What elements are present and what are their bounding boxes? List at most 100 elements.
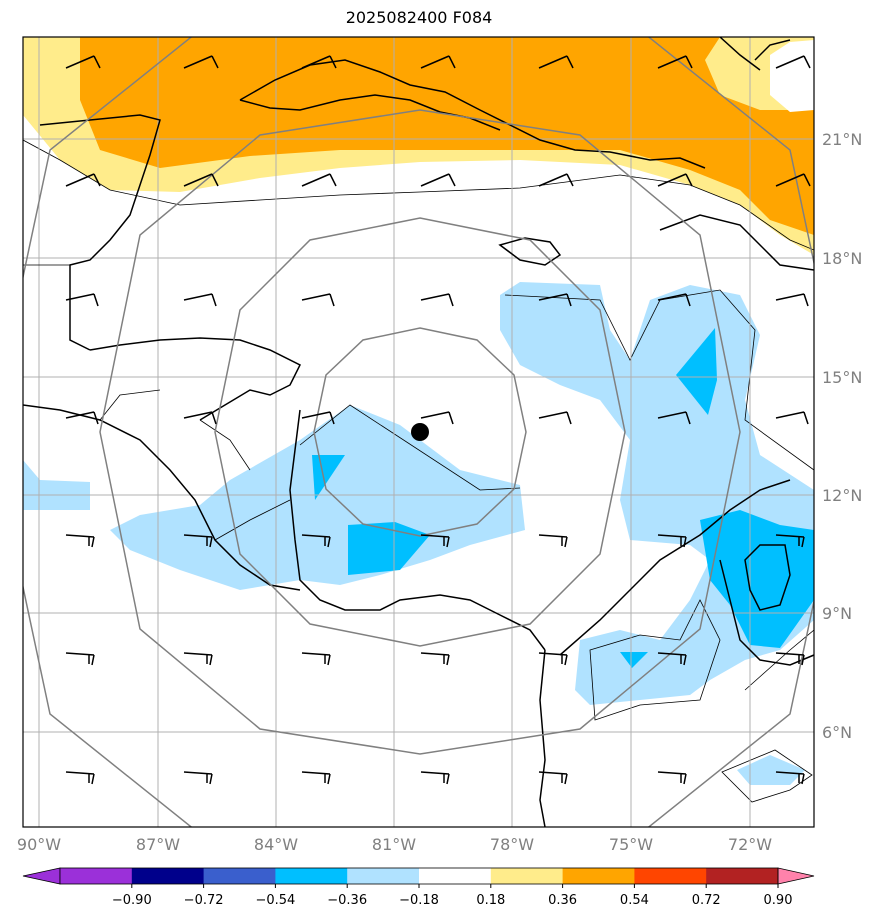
colorbar-tick-label: −0.36 xyxy=(327,893,367,908)
lon-label: 72°W xyxy=(728,835,772,854)
hispaniola-coast xyxy=(659,214,814,271)
lon-label: 87°W xyxy=(136,835,180,854)
white-hole-ne xyxy=(770,40,814,112)
wind-barb xyxy=(775,293,809,307)
wind-barb xyxy=(65,771,95,785)
lat-label: 18°N xyxy=(822,249,862,268)
wind-barb xyxy=(183,534,213,548)
wind-barb xyxy=(65,411,99,425)
colorbar-tick-label: −0.18 xyxy=(399,893,439,908)
wind-barb xyxy=(775,771,805,785)
light-blue-region-se xyxy=(737,755,805,785)
wind-barb xyxy=(657,652,687,666)
wind-barb xyxy=(538,55,574,69)
wind-barb xyxy=(420,411,454,425)
colorbar-segment xyxy=(562,868,635,884)
colorbar-tick-label: −0.72 xyxy=(184,893,224,908)
wind-barb xyxy=(657,173,693,187)
maracaibo-coast xyxy=(744,544,791,611)
wind-barb xyxy=(420,534,450,548)
colombia-coast xyxy=(539,479,791,827)
wind-barb xyxy=(538,652,568,666)
venezuela-coast xyxy=(719,559,814,666)
light-blue-region-central xyxy=(110,405,525,590)
yucatan-coast xyxy=(39,114,161,351)
florida-bahamas xyxy=(719,37,791,71)
range-ring-4 xyxy=(23,37,814,827)
jamaica-coast xyxy=(498,237,562,266)
wind-barb xyxy=(538,771,568,785)
lat-label: 9°N xyxy=(822,604,852,623)
shaded-field-positive xyxy=(23,37,814,255)
wind-barb xyxy=(183,173,219,187)
wind-barb xyxy=(775,173,811,187)
lat-label: 21°N xyxy=(822,130,862,149)
range-rings xyxy=(23,37,814,827)
wind-barbs xyxy=(65,55,811,785)
gridlines xyxy=(23,37,814,827)
lon-label: 90°W xyxy=(17,835,61,854)
wind-barb xyxy=(183,55,219,69)
blue-region-5 xyxy=(620,652,648,668)
colorbar-tick-label: −0.54 xyxy=(255,893,295,908)
wind-barb xyxy=(538,534,568,548)
wind-barb xyxy=(65,55,101,69)
lon-label: 75°W xyxy=(609,835,653,854)
wind-barb xyxy=(65,293,99,307)
wind-barb xyxy=(538,411,572,425)
orange-region xyxy=(80,37,814,235)
latitude-labels: 21°N 18°N 15°N 12°N 9°N 6°N xyxy=(822,130,862,742)
colorbar-segment xyxy=(275,868,348,884)
lat-label: 15°N xyxy=(822,368,862,387)
light-blue-region-west xyxy=(23,460,90,510)
lat-label: 12°N xyxy=(822,486,862,505)
wind-barb xyxy=(775,652,805,666)
wind-barb xyxy=(301,293,335,307)
wind-barb xyxy=(183,411,217,425)
colorbar-segment xyxy=(419,868,492,884)
wind-barb xyxy=(420,771,450,785)
storm-center-marker xyxy=(411,423,429,441)
wind-barb xyxy=(538,173,574,187)
wind-barb xyxy=(301,771,331,785)
wind-barb xyxy=(775,55,811,69)
wind-barb xyxy=(775,411,809,425)
wind-barb xyxy=(420,293,454,307)
lon-label: 84°W xyxy=(254,835,298,854)
map-frame xyxy=(22,36,815,828)
map-title: 2025082400 F084 xyxy=(345,8,493,27)
colorbar-segment xyxy=(634,868,707,884)
wind-barb xyxy=(775,534,805,548)
border-lines xyxy=(23,264,291,541)
wind-barb xyxy=(65,652,95,666)
colorbar-segment xyxy=(706,868,779,884)
wind-barb xyxy=(301,411,335,425)
wind-barb xyxy=(301,55,337,69)
colorbar-segment xyxy=(131,868,205,884)
map-plot-area xyxy=(23,37,814,827)
lon-label: 78°W xyxy=(490,835,534,854)
colorbar-segment xyxy=(490,868,564,884)
lon-label: 81°W xyxy=(372,835,416,854)
blue-region-2 xyxy=(348,522,430,575)
wind-barb xyxy=(301,173,337,187)
blue-region-3 xyxy=(676,328,717,415)
wind-barb xyxy=(183,293,217,307)
wind-barb xyxy=(420,173,456,187)
wind-barb xyxy=(420,55,456,69)
wind-barb xyxy=(657,55,693,69)
colorbar-tick-label: 0.90 xyxy=(764,893,793,908)
wind-barb xyxy=(657,534,687,548)
nicaragua-coast xyxy=(289,409,546,651)
colorbar-segment xyxy=(203,868,276,884)
wind-barb xyxy=(538,293,572,307)
wind-barb xyxy=(65,534,95,548)
colorbar-tick-label: 0.54 xyxy=(620,893,649,908)
honduras-coast xyxy=(89,337,302,421)
colorbar-extend-right xyxy=(777,867,815,885)
colorbar-extend-left xyxy=(22,867,61,885)
colorbar-segment xyxy=(60,868,133,884)
wind-barb xyxy=(657,293,691,307)
wind-barb xyxy=(420,652,450,666)
